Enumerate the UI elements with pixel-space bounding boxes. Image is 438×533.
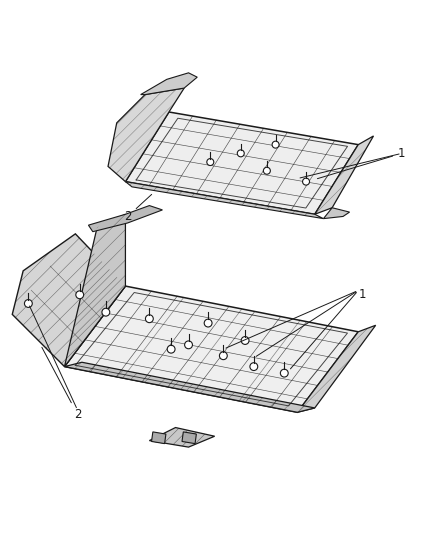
Circle shape [219,352,227,360]
Polygon shape [149,427,215,447]
Text: 1: 1 [318,147,406,179]
Circle shape [76,291,84,298]
Circle shape [272,141,279,148]
Circle shape [241,336,249,344]
Polygon shape [125,112,358,214]
Circle shape [145,315,153,322]
Circle shape [167,345,175,353]
Polygon shape [323,208,350,219]
Text: 1: 1 [359,288,366,301]
Text: 2: 2 [124,195,152,223]
Polygon shape [64,362,315,413]
Circle shape [250,362,258,370]
Circle shape [280,369,288,377]
Circle shape [263,167,270,174]
Polygon shape [64,214,125,367]
Polygon shape [152,432,166,443]
Polygon shape [88,206,162,232]
Circle shape [102,308,110,316]
Text: 2: 2 [42,348,81,421]
Circle shape [303,178,310,185]
Polygon shape [12,234,125,367]
Polygon shape [297,325,376,413]
Circle shape [237,150,244,157]
Polygon shape [141,73,197,94]
Circle shape [204,319,212,327]
Circle shape [207,158,214,166]
Polygon shape [64,286,358,413]
Polygon shape [182,432,196,443]
Polygon shape [125,182,323,219]
Circle shape [185,341,192,349]
Circle shape [25,300,32,308]
Polygon shape [108,88,184,182]
Polygon shape [315,136,374,214]
